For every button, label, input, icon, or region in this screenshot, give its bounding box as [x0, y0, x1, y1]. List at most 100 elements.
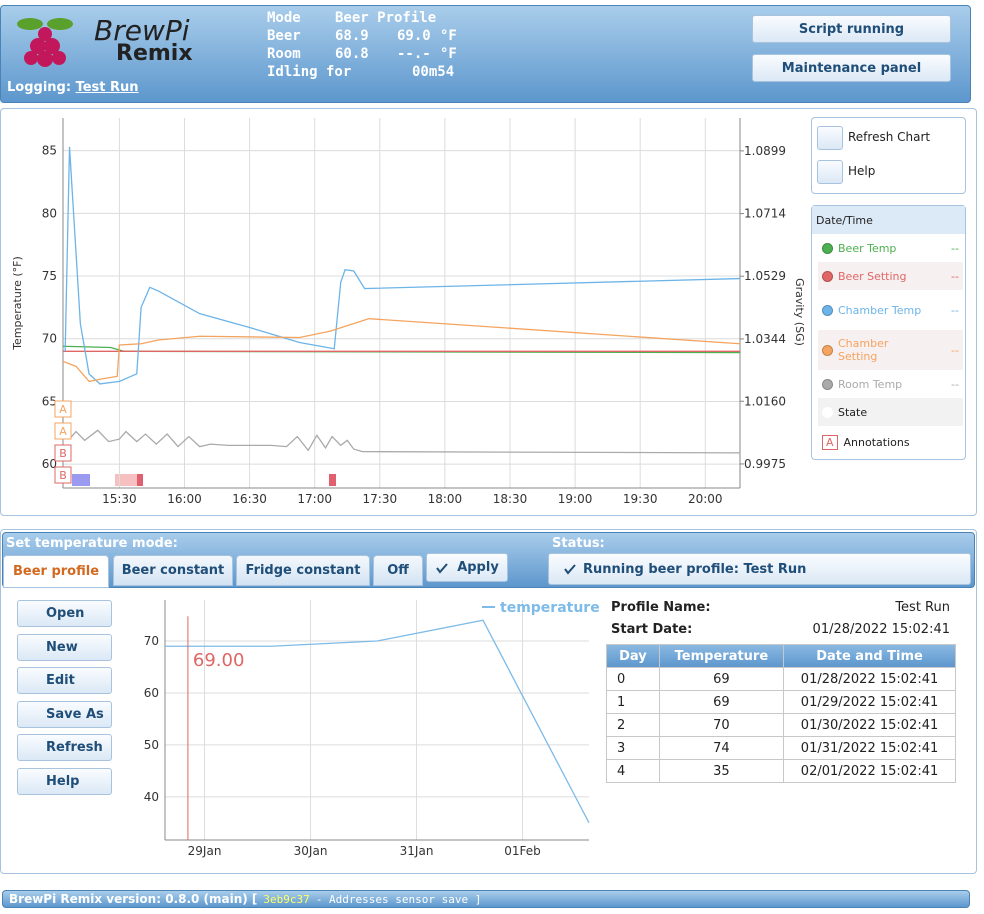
legend-value: --: [951, 269, 959, 283]
column-header: Date and Time: [783, 644, 956, 668]
maintenance-button[interactable]: Maintenance panel: [752, 54, 951, 82]
table-cell: 01/31/2022 15:02:41: [783, 736, 956, 760]
start-date: 01/28/2022 15:02:41: [812, 622, 950, 637]
legend-item: Beer Temp --: [818, 234, 963, 262]
check-icon: [564, 564, 576, 575]
legend-swatch: [822, 270, 833, 282]
legend-label: Chamber Setting: [838, 337, 889, 363]
refresh-chart[interactable]: Refresh Chart: [848, 130, 931, 144]
status: Running beer profile: Test Run: [583, 561, 807, 577]
unit: °F: [440, 28, 457, 44]
legend-header: Date/Time: [812, 206, 965, 234]
button-label: Open: [46, 606, 85, 621]
table-header: Day Temperature Date and Time: [606, 644, 956, 668]
status-box: Running beer profile: Test Run: [548, 553, 971, 585]
legend-value: --: [951, 377, 959, 391]
start-date-label: Start Date:: [611, 622, 693, 637]
table-cell: 2: [606, 713, 660, 737]
profile-button[interactable]: Help: [17, 768, 112, 795]
logging-label: Logging:: [7, 80, 72, 95]
button-label: Save As: [46, 706, 104, 722]
table-cell: 35: [658, 759, 785, 783]
idle-time: 00m54: [412, 64, 455, 80]
logo-text: BrewPi: [94, 14, 190, 47]
legend-label: Chamber Temp: [838, 303, 922, 317]
table-cell: 01/28/2022 15:02:41: [783, 667, 956, 691]
legend-item: Chamber Setting --: [818, 330, 963, 370]
table-cell: 1: [606, 690, 660, 714]
unit: °F: [440, 46, 457, 62]
tab[interactable]: Fridge constant: [236, 555, 370, 586]
profile-button[interactable]: Save As: [17, 700, 112, 728]
room-label: Room: [267, 46, 301, 62]
legend-state: State: [818, 398, 963, 426]
commit-message: - Addresses sensor save ]: [315, 892, 482, 906]
button-label: Maintenance panel: [781, 60, 922, 76]
legend-label: Room Temp: [838, 377, 903, 391]
table-cell: 3: [606, 736, 660, 760]
button-label: Script running: [798, 21, 905, 37]
table-row: 1 69 01/29/2022 15:02:41: [606, 690, 956, 714]
button-label: Refresh: [46, 740, 103, 756]
beer-label: Beer: [267, 28, 301, 44]
profile-table: Day Temperature Date and Time 0 69 01/28/2…: [606, 644, 956, 783]
legend-swatch: [822, 242, 833, 254]
legend-value: --: [951, 303, 959, 317]
help[interactable]: Help: [848, 164, 876, 178]
logo-text: Remix: [116, 41, 193, 66]
version: BrewPi Remix version: 0.8.0 (main) [: [9, 892, 258, 906]
profile-button[interactable]: Open: [17, 600, 112, 627]
mode-label: Mode: [267, 10, 301, 26]
legend-swatch: [822, 378, 833, 390]
beer-setting: 69.0: [397, 28, 431, 44]
mode: Beer Profile: [335, 10, 437, 26]
logo: BrewPi Remix: [17, 14, 193, 67]
legend-swatch: [822, 344, 833, 356]
script-button[interactable]: Script running: [752, 15, 951, 43]
profile-name: Test Run: [895, 600, 950, 615]
button-label: New: [46, 639, 78, 655]
button-label: Apply: [457, 560, 499, 575]
logging-name[interactable]: Test Run: [75, 80, 139, 95]
table-cell: 01/29/2022 15:02:41: [783, 690, 956, 714]
column-header: Temperature: [658, 644, 785, 668]
apply-button[interactable]: Apply: [426, 553, 508, 582]
table-row: 4 35 02/01/2022 15:02:41: [606, 759, 956, 783]
table-cell: 69: [658, 690, 785, 714]
table-cell: 69: [658, 667, 785, 691]
legend-item: Beer Setting --: [818, 262, 963, 290]
table-cell: 70: [658, 713, 785, 737]
table-cell: 4: [606, 759, 660, 783]
tab-label: Beer constant: [121, 563, 225, 578]
legend-label: Beer Setting: [838, 269, 907, 283]
tab-active[interactable]: Beer profile: [3, 555, 109, 588]
tab[interactable]: Off: [373, 555, 423, 586]
room-setting: --.-: [397, 46, 431, 62]
table-row: 0 69 01/28/2022 15:02:41: [606, 667, 956, 691]
button-label: Help: [46, 774, 80, 789]
commit: 3eb9c37: [263, 892, 310, 906]
idle-label: Idling for: [267, 64, 352, 80]
profile-button[interactable]: Edit: [17, 667, 112, 695]
profile-button[interactable]: New: [17, 633, 112, 661]
table-cell: 01/30/2022 15:02:41: [783, 713, 956, 737]
legend-value: --: [951, 241, 959, 255]
legend-item: Room Temp --: [818, 370, 963, 398]
legend-label: State: [838, 405, 868, 419]
tab[interactable]: Beer constant: [113, 555, 233, 586]
table-cell: 0: [606, 667, 660, 691]
refresh-icon[interactable]: [817, 126, 843, 150]
room-temp: 60.8: [335, 46, 369, 62]
legend-value: --: [951, 343, 959, 357]
footer: BrewPi Remix version: 0.8.0 (main) [ 3eb…: [2, 890, 970, 908]
table-row: 3 74 01/31/2022 15:02:41: [606, 736, 956, 760]
tab-label: Off: [387, 563, 409, 578]
help-icon[interactable]: [817, 160, 843, 184]
legend-swatch: [822, 304, 833, 316]
profile-button[interactable]: Refresh: [17, 734, 112, 762]
table-cell: 02/01/2022 15:02:41: [783, 759, 956, 783]
beer-temp: 68.9: [335, 28, 369, 44]
profile-name-label: Profile Name:: [611, 600, 711, 615]
column-header: Day: [606, 644, 660, 668]
status-title: Status:: [552, 536, 605, 551]
